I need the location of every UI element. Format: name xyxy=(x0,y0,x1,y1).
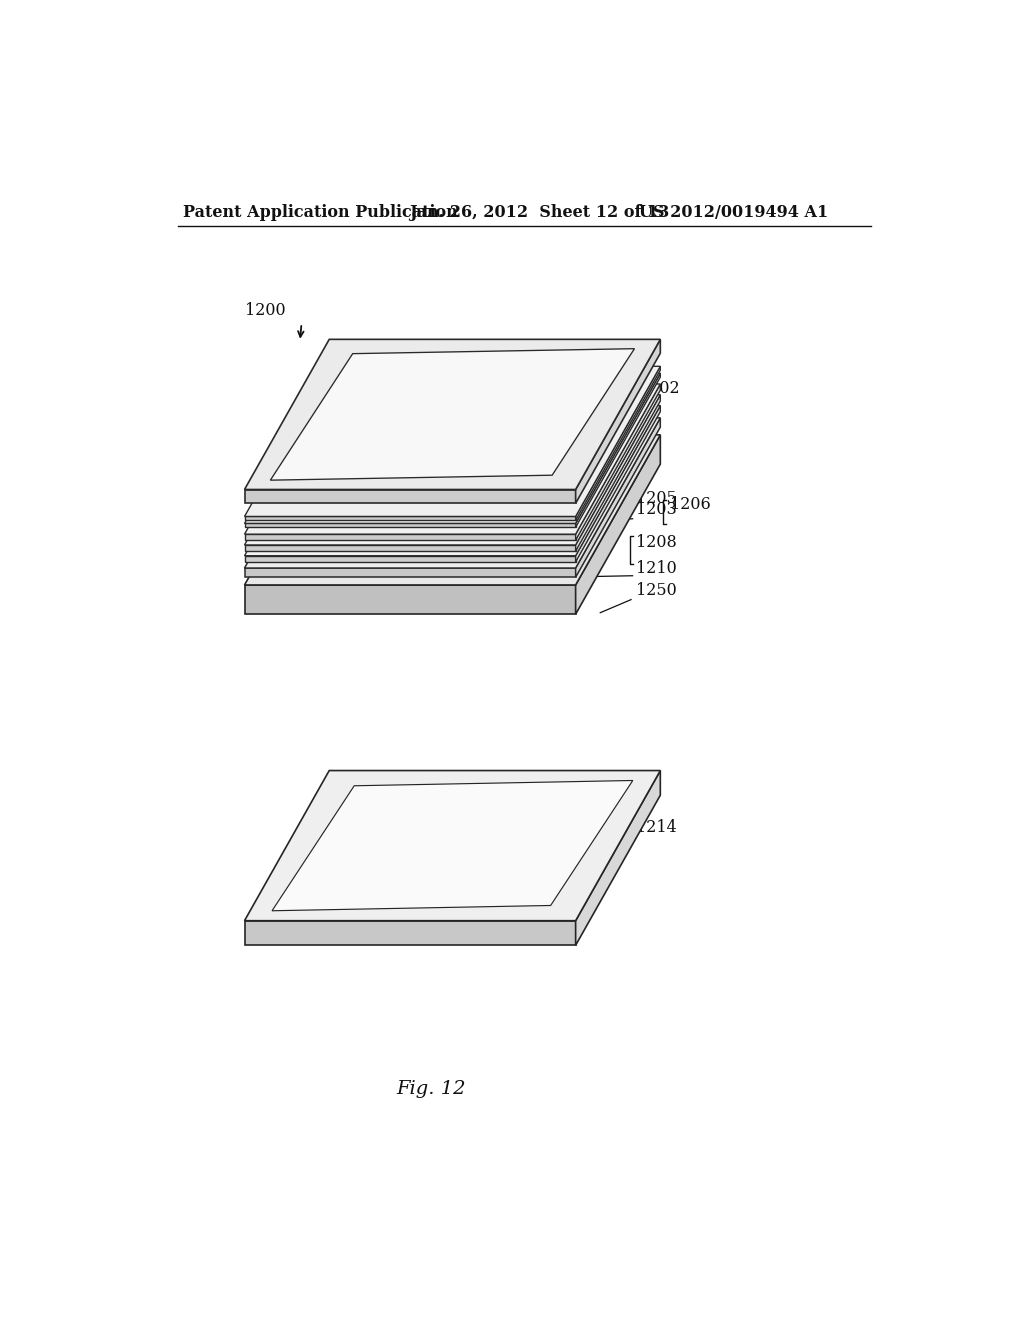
Polygon shape xyxy=(575,771,660,945)
Polygon shape xyxy=(575,339,660,503)
Text: 1206: 1206 xyxy=(670,496,711,512)
Polygon shape xyxy=(245,524,575,527)
Polygon shape xyxy=(245,585,575,614)
Polygon shape xyxy=(245,568,575,577)
Polygon shape xyxy=(245,374,660,524)
Text: US 2012/0019494 A1: US 2012/0019494 A1 xyxy=(639,203,828,220)
Polygon shape xyxy=(245,545,575,552)
Text: Fig. 12: Fig. 12 xyxy=(396,1080,466,1098)
Text: 1214: 1214 xyxy=(637,820,677,836)
Polygon shape xyxy=(245,418,660,568)
Text: 1205: 1205 xyxy=(637,490,677,507)
Polygon shape xyxy=(245,556,575,562)
Polygon shape xyxy=(245,434,660,585)
Polygon shape xyxy=(575,405,660,562)
Text: 1210: 1210 xyxy=(637,560,677,577)
Polygon shape xyxy=(575,374,660,527)
Polygon shape xyxy=(245,405,660,556)
Text: Jan. 26, 2012  Sheet 12 of 13: Jan. 26, 2012 Sheet 12 of 13 xyxy=(410,203,670,220)
Polygon shape xyxy=(272,780,633,911)
Polygon shape xyxy=(575,418,660,577)
Polygon shape xyxy=(270,348,635,480)
Polygon shape xyxy=(245,384,660,535)
Polygon shape xyxy=(245,490,575,503)
Polygon shape xyxy=(575,434,660,614)
Polygon shape xyxy=(245,921,575,945)
Text: 1202: 1202 xyxy=(639,380,679,397)
Text: 1203: 1203 xyxy=(637,502,677,519)
Polygon shape xyxy=(575,367,660,520)
Text: 1200: 1200 xyxy=(245,302,285,319)
Polygon shape xyxy=(245,535,575,540)
Polygon shape xyxy=(245,395,660,545)
Polygon shape xyxy=(575,384,660,540)
Text: Patent Application Publication: Patent Application Publication xyxy=(183,203,458,220)
Polygon shape xyxy=(575,395,660,552)
Polygon shape xyxy=(245,516,575,520)
Polygon shape xyxy=(245,367,660,516)
Polygon shape xyxy=(245,771,660,921)
Text: 1250: 1250 xyxy=(637,582,677,599)
Text: 1208: 1208 xyxy=(637,535,677,552)
Polygon shape xyxy=(245,339,660,490)
